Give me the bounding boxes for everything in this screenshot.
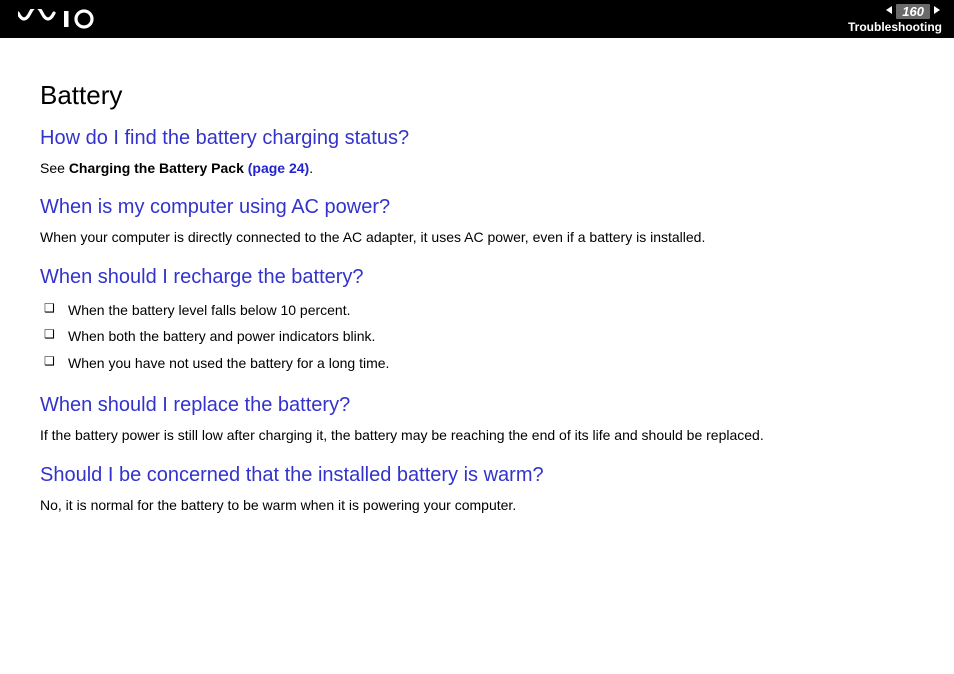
page-nav: 160 Troubleshooting <box>848 4 942 35</box>
faq-body: See Charging the Battery Pack (page 24). <box>40 158 914 178</box>
page-title: Battery <box>40 80 914 111</box>
faq-body: If the battery power is still low after … <box>40 425 914 445</box>
faq-heading: How do I find the battery charging statu… <box>40 127 914 150</box>
body-suffix: . <box>309 160 313 176</box>
faq-heading: When is my computer using AC power? <box>40 196 914 219</box>
page-header: 160 Troubleshooting <box>0 0 954 38</box>
faq-heading: When should I replace the battery? <box>40 394 914 417</box>
page-ref-link[interactable]: (page 24) <box>248 160 309 176</box>
section-label: Troubleshooting <box>848 20 942 34</box>
list-item: When both the battery and power indicato… <box>40 323 914 350</box>
vaio-logo-svg <box>18 9 114 29</box>
vaio-logo <box>18 0 114 38</box>
faq-heading: Should I be concerned that the installed… <box>40 464 914 487</box>
prev-page-arrow-icon[interactable] <box>884 4 894 18</box>
page-content: Battery How do I find the battery chargi… <box>0 38 954 515</box>
page-number: 160 <box>896 4 930 20</box>
faq-bullet-list: When the battery level falls below 10 pe… <box>40 297 914 377</box>
list-item: When the battery level falls below 10 pe… <box>40 297 914 324</box>
faq-heading: When should I recharge the battery? <box>40 266 914 289</box>
next-page-arrow-icon[interactable] <box>932 4 942 18</box>
body-bold: Charging the Battery Pack <box>69 160 248 176</box>
faq-body: When your computer is directly connected… <box>40 227 914 247</box>
faq-body: No, it is normal for the battery to be w… <box>40 495 914 515</box>
list-item: When you have not used the battery for a… <box>40 350 914 377</box>
body-prefix: See <box>40 160 69 176</box>
